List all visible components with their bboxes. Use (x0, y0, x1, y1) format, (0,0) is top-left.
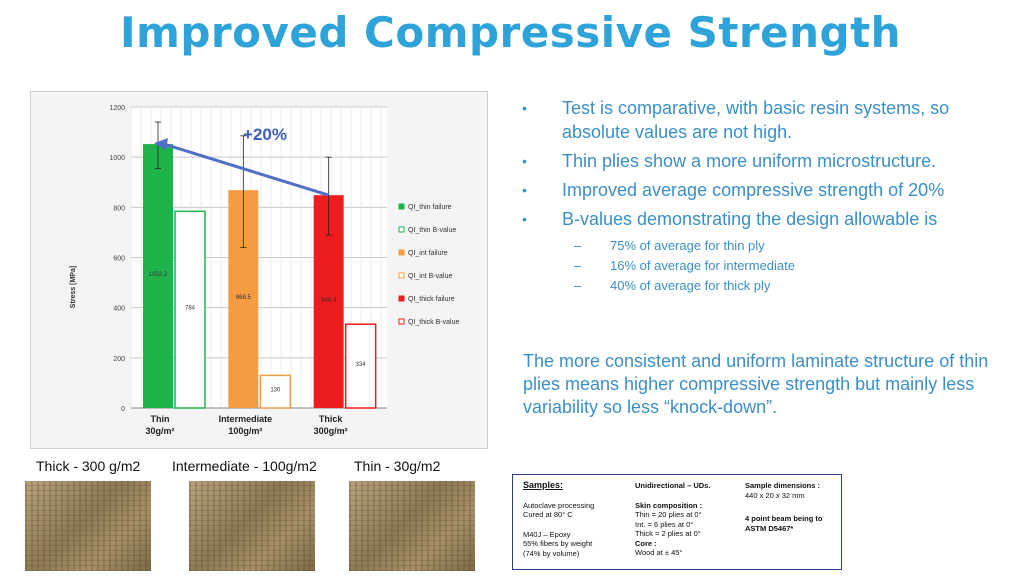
legend-swatch-5 (398, 318, 405, 325)
compressive-strength-chart: 0 200 400 600 800 1000 1200 Stress [MPa] 1052.2 7… (30, 91, 488, 449)
category-unit-2: 300g/m² (314, 426, 348, 436)
chart-svg: 0 200 400 600 800 1000 1200 Stress [MPa] 1052.2 7… (70, 105, 459, 436)
slide-title: Improved Compressive Strength (119, 8, 902, 57)
samples-heading: Samples: (523, 480, 564, 490)
bar-qi-thin-b-value (174, 210, 206, 409)
sub-bullet-thin: 75% of average for thin ply (512, 236, 1012, 256)
y-tick-label-400: 400 (113, 306, 125, 313)
category-unit-0: 30g/m² (145, 426, 174, 436)
y-tick-label-1200: 1200 (109, 105, 125, 112)
y-tick-label-200: 200 (113, 356, 125, 363)
y-tick-label-600: 600 (113, 256, 125, 263)
y-tick-label-800: 800 (113, 205, 125, 212)
bar-qi-thin-failure (143, 144, 173, 408)
samples-fibers-volume: (74% by volume) (523, 548, 580, 558)
legend-swatch-3 (398, 272, 405, 279)
bullet-uniform-microstructure: Thin plies show a more uniform microstru… (512, 149, 1012, 173)
legend-entry-1: QI_thin B-value (408, 227, 456, 234)
category-unit-1: 100g/m² (228, 426, 262, 436)
legend-swatch-1 (398, 226, 405, 233)
photo-label-intermediate: Intermediate - 100g/m2 (172, 458, 317, 474)
legend-swatch-0 (398, 203, 405, 210)
legend-entry-3: QI_int B-value (408, 273, 452, 280)
legend-entry-0: QI_thin failure (408, 204, 452, 211)
samples-cure: Cured at 80° C (523, 510, 573, 519)
samples-col-process: Samples: Autoclave processing Cured at 8… (523, 480, 595, 558)
samples-unidirectional: Unidirectional – UDs. (635, 481, 711, 490)
samples-info-box: Samples: Autoclave processing Cured at 8… (512, 474, 842, 570)
samples-beam: 4 point beam being to (745, 514, 823, 523)
legend-entry-4: QI_thick failure (408, 296, 455, 303)
sub-bullet-list: 75% of average for thin ply 16% of avera… (512, 236, 1012, 296)
samples-fibers-weight: 55% fibers by weight (523, 539, 593, 548)
samples-col-dimensions: Sample dimensions : 440 x 20 x 32 mm 4 p… (745, 481, 823, 533)
samples-dims: 440 x 20 x 32 mm (745, 490, 805, 500)
bullet-comparative-test: Test is comparative, with basic resin sy… (512, 96, 1012, 144)
samples-thick: Thick = 2 plies at 0° (635, 529, 701, 538)
bullet-b-values: B-values demonstrating the design allowa… (512, 207, 1012, 231)
samples-int: Int. = 6 plies at 0° (635, 519, 694, 529)
samples-skin-heading: Skin composition : (635, 500, 703, 510)
annotation-label: +20% (243, 125, 287, 144)
bar-qi-thick-b-value (344, 323, 377, 409)
samples-thin: Thin = 20 plies at 0° (635, 510, 702, 519)
samples-resin: M40J – Epoxy (523, 529, 571, 539)
photo-label-thin: Thin - 30g/m2 (354, 458, 441, 474)
data-label-qi-thick-b-value: 334 (356, 362, 367, 368)
annotation-arrow-head (154, 138, 168, 151)
category-label-2: Thick (319, 414, 344, 424)
bar-qi-int-b-value (259, 374, 292, 409)
micrograph-thick (25, 481, 151, 571)
bullet-list: Test is comparative, with basic resin sy… (512, 96, 1012, 300)
legend-swatch-4 (398, 295, 405, 302)
data-label-qi-thin-failure: 1052.2 (149, 272, 168, 278)
sub-bullet-thick: 40% of average for thick ply (512, 276, 1012, 296)
annotation-arrow-line (163, 142, 330, 197)
bullet-improved-strength: Improved average compressive strength of… (512, 178, 1012, 202)
legend-swatch-2 (398, 249, 405, 256)
data-label-qi-int-b-value: 130 (270, 388, 281, 394)
photo-label-thick: Thick - 300 g/m2 (36, 458, 141, 474)
legend-entry-5: QI_thick B-value (408, 319, 459, 326)
sub-bullet-intermediate: 16% of average for intermediate (512, 256, 1012, 276)
legend-entry-2: QI_int failure (408, 250, 448, 257)
y-axis-label: Stress [MPa] (70, 266, 77, 308)
samples-core: Wood at ± 45° (635, 548, 683, 557)
samples-astm: ASTM D5467* (745, 523, 794, 533)
samples-col-composition: Unidirectional – UDs. Skin composition :… (635, 481, 710, 558)
micrograph-thin (349, 481, 475, 571)
samples-process: Autoclave processing (523, 500, 595, 510)
category-label-1: Intermediate (219, 414, 273, 424)
y-tick-label-0: 0 (121, 406, 125, 413)
category-label-0: Thin (151, 414, 170, 424)
samples-core-heading: Core : (635, 538, 657, 548)
samples-dim-heading: Sample dimensions : (745, 481, 821, 490)
y-tick-label-1000: 1000 (109, 155, 125, 162)
data-label-qi-thick-failure: 848.4 (321, 298, 337, 304)
data-label-qi-int-failure: 868.5 (236, 295, 252, 301)
summary-text: The more consistent and uniform laminate… (523, 351, 989, 417)
data-label-qi-thin-b-value: 784 (185, 306, 196, 312)
micrograph-intermediate (189, 481, 315, 571)
